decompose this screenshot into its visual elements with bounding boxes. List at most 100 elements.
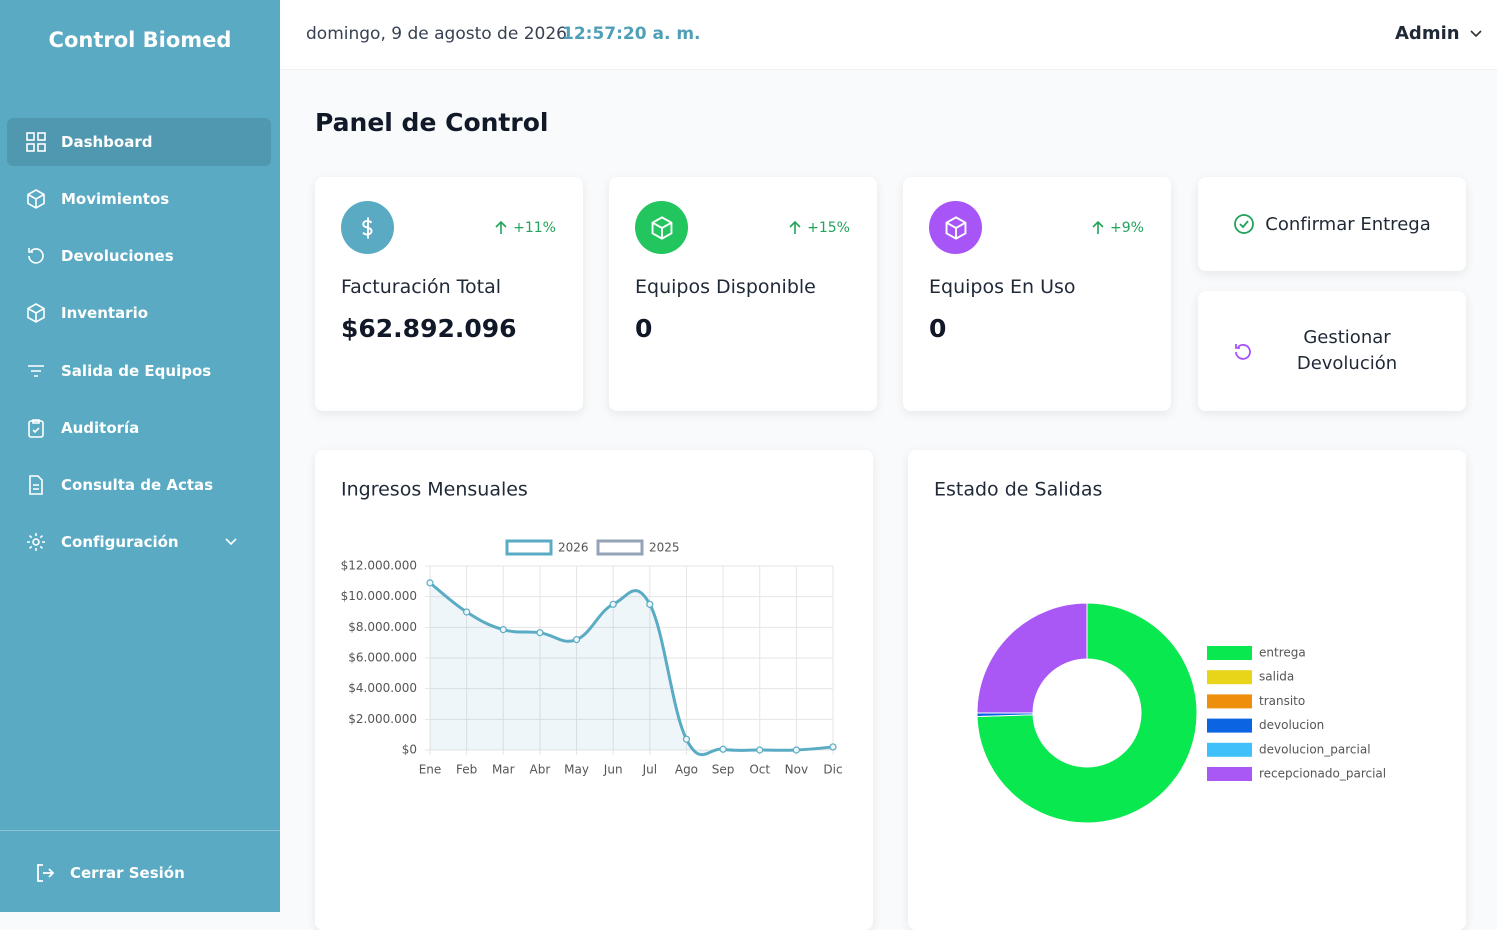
legend-swatch	[596, 539, 644, 556]
nav-label: Movimientos	[61, 190, 170, 208]
x-tick-label: Jul	[642, 763, 657, 777]
time: 12:57:20 a. m.	[562, 24, 701, 44]
y-tick-label: $4.000.000	[348, 681, 417, 695]
legend-swatch	[1207, 646, 1252, 660]
legend-swatch	[1207, 694, 1252, 709]
stat-label: Facturación Total	[341, 276, 502, 298]
x-tick-label: Mar	[492, 763, 515, 777]
action-button[interactable]: Gestionar Devolución	[1198, 291, 1466, 411]
x-tick-label: Nov	[785, 763, 808, 777]
stat-icon	[341, 201, 394, 254]
legend-swatch	[1207, 767, 1252, 781]
point	[499, 626, 507, 634]
stat-value: $62.892.096	[341, 314, 517, 343]
logout-label: Cerrar Sesión	[70, 864, 185, 882]
point	[719, 745, 727, 753]
stat-card: +11% Facturación Total $62.892.096	[315, 177, 583, 411]
action-label: Confirmar Entrega	[1265, 213, 1431, 235]
x-tick-label: Oct	[749, 763, 770, 777]
stat-change: +9%	[1092, 220, 1144, 236]
y-tick-label: $0	[402, 743, 417, 757]
legend-swatch	[1207, 670, 1252, 685]
nav-label: Configuración	[61, 533, 179, 551]
nav-label: Devoluciones	[61, 247, 174, 265]
legend-label: 2026	[558, 541, 589, 555]
stat-icon	[929, 201, 982, 254]
nav-item[interactable]: Salida de Equipos	[7, 347, 271, 395]
line-area	[430, 582, 833, 755]
page-title: Panel de Control	[315, 108, 549, 137]
stat-icon	[635, 201, 688, 254]
x-tick-label: Ago	[675, 763, 698, 777]
point	[609, 600, 617, 608]
x-tick-label: Abr	[530, 763, 551, 777]
stat-card: +9% Equipos En Uso 0	[903, 177, 1171, 411]
logout[interactable]: Cerrar Sesión	[16, 849, 280, 897]
sidebar: Control Biomed Cerrar Sesión Dashboard Mo…	[0, 0, 280, 912]
nav-item[interactable]: Dashboard	[7, 118, 271, 166]
x-tick-label: Sep	[712, 763, 735, 777]
nav-item[interactable]: Consulta de Actas	[7, 461, 271, 509]
nav-item[interactable]: Configuración	[7, 518, 271, 566]
stat-change-value: +15%	[807, 220, 850, 236]
legend-swatch	[1207, 742, 1252, 757]
header: domingo, 9 de agosto de 2026 12:57:20 a.…	[280, 0, 1497, 70]
separator	[0, 830, 280, 831]
action-label: Gestionar Devolución	[1296, 327, 1398, 374]
nav-item[interactable]: Movimientos	[7, 175, 271, 223]
x-tick-label: May	[564, 763, 589, 777]
x-tick-label: Dic	[823, 763, 842, 777]
legend-swatch	[505, 539, 553, 556]
stat-change: +11%	[495, 220, 556, 236]
nav-label: Dashboard	[61, 133, 153, 151]
nav-label: Auditoría	[61, 419, 140, 437]
stat-value: 0	[635, 314, 653, 343]
x-tick-label: Ene	[419, 763, 442, 777]
nav-label: Inventario	[61, 304, 149, 322]
chart-title: Ingresos Mensuales	[341, 479, 528, 501]
legend-label: recepcionado_parcial	[1259, 767, 1386, 781]
stat-change: +15%	[789, 220, 850, 236]
date: domingo, 9 de agosto de 2026	[306, 24, 567, 44]
legend-label: devolucion_parcial	[1259, 742, 1371, 756]
stat-change-value: +9%	[1110, 220, 1144, 236]
stat-label: Equipos En Uso	[929, 276, 1076, 298]
pie-slice	[976, 602, 1088, 714]
action-button[interactable]: Confirmar Entrega	[1198, 177, 1466, 271]
point	[682, 735, 691, 743]
stat-value: 0	[929, 314, 947, 343]
legend-label: salida	[1259, 670, 1294, 684]
stat-change-value: +11%	[513, 220, 556, 236]
point	[756, 746, 764, 754]
legend-swatch	[1207, 718, 1252, 733]
point	[792, 746, 800, 754]
nav-item[interactable]: Inventario	[7, 289, 271, 337]
y-tick-label: $12.000.000	[341, 559, 417, 573]
y-tick-label: $10.000.000	[341, 589, 417, 603]
nav-label: Consulta de Actas	[61, 476, 214, 494]
user: Admin	[1395, 23, 1460, 44]
brand: Control Biomed	[48, 28, 232, 52]
point	[463, 608, 471, 616]
chevron	[225, 538, 251, 546]
pie-slice	[976, 602, 1198, 824]
nav-item[interactable]: Auditoría	[7, 404, 271, 452]
point	[572, 635, 581, 644]
point	[536, 629, 544, 637]
stat-card: +15% Equipos Disponible 0	[609, 177, 877, 411]
y-tick-label: $8.000.000	[348, 620, 417, 634]
nav-item[interactable]: Devoluciones	[7, 232, 271, 280]
chart-title: Estado de Salidas	[934, 479, 1102, 501]
x-tick-label: Feb	[456, 763, 477, 777]
point	[829, 743, 837, 751]
legend-label: 2025	[649, 541, 680, 555]
x-tick-label: Jun	[603, 763, 623, 777]
legend-label: entrega	[1259, 646, 1306, 660]
user-menu[interactable]: Admin	[1395, 23, 1482, 44]
y-tick-label: $2.000.000	[348, 712, 417, 726]
legend-label: devolucion	[1259, 718, 1324, 732]
legend-label: transito	[1259, 694, 1305, 708]
point	[426, 579, 434, 587]
